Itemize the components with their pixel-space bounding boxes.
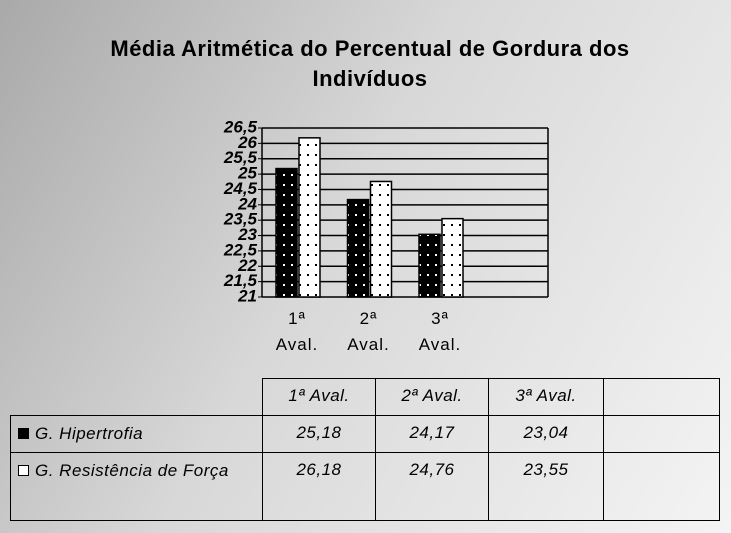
bar	[441, 217, 464, 298]
table-value: 24,17	[375, 415, 489, 453]
bar	[418, 233, 441, 298]
series-label: G. Hipertrofia	[10, 415, 263, 453]
y-tick-label: 25	[237, 164, 257, 183]
table-value: 24,76	[375, 452, 489, 521]
table-value: 23,55	[488, 452, 604, 521]
chart-title: Média Aritmética do Percentual de Gordur…	[110, 36, 630, 91]
table-cell	[603, 415, 720, 453]
y-tick-label: 24	[237, 194, 257, 213]
table-value: 23,04	[488, 415, 604, 453]
y-tick-label: 22,5	[223, 240, 258, 259]
legend-key	[18, 465, 29, 476]
legend-key	[18, 428, 29, 439]
table-value: 25,18	[262, 415, 376, 453]
table-header: 1ª Aval.	[262, 378, 376, 416]
x-tick-label: 1ª Aval.	[275, 309, 319, 354]
table-value: 26,18	[262, 452, 376, 521]
table-header: 3ª Aval.	[488, 378, 604, 416]
bar	[346, 198, 370, 298]
table-cell	[603, 452, 720, 521]
x-tick-label: 3ª Aval.	[418, 309, 462, 354]
y-tick-label: 25,5	[223, 148, 258, 167]
y-tick-label: 26	[237, 133, 257, 152]
y-tick-label: 26,5	[223, 117, 258, 136]
series-label: G. Resistência de Força	[10, 452, 263, 521]
table-header: 2ª Aval.	[375, 378, 489, 416]
bar	[275, 167, 298, 298]
bar	[298, 137, 321, 298]
y-tick-label: 23,5	[223, 210, 258, 229]
y-tick-label: 22	[237, 256, 257, 275]
y-tick-label: 23	[237, 225, 257, 244]
table-cell	[603, 378, 720, 416]
x-tick-label: 2ª Aval.	[347, 309, 390, 354]
y-tick-label: 21,5	[223, 271, 258, 290]
y-tick-label: 24,5	[223, 179, 258, 198]
bar	[369, 180, 393, 298]
y-tick-label: 21	[237, 286, 257, 305]
